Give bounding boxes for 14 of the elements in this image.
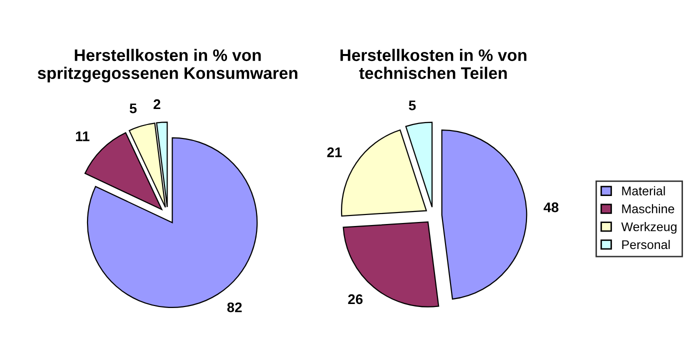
chart-title: Herstellkosten in % von spritzgegossenen Konsumwaren xyxy=(38,48,298,82)
data-label: 5 xyxy=(408,100,416,110)
data-label: 5 xyxy=(130,104,137,114)
data-label: 2 xyxy=(154,99,160,110)
data-label: 48 xyxy=(544,202,558,212)
legend-label: Werkzeug xyxy=(621,222,676,234)
data-label: 82 xyxy=(227,302,242,312)
legend-label: Maschine xyxy=(622,204,674,214)
data-label: 11 xyxy=(76,132,90,142)
data-label: 21 xyxy=(327,147,342,158)
legend-label: Personal xyxy=(622,240,670,250)
data-label: 26 xyxy=(348,294,363,304)
legend-label: Material xyxy=(622,186,665,196)
chart-title: Herstellkosten in % von technischen Teilen xyxy=(340,48,526,80)
